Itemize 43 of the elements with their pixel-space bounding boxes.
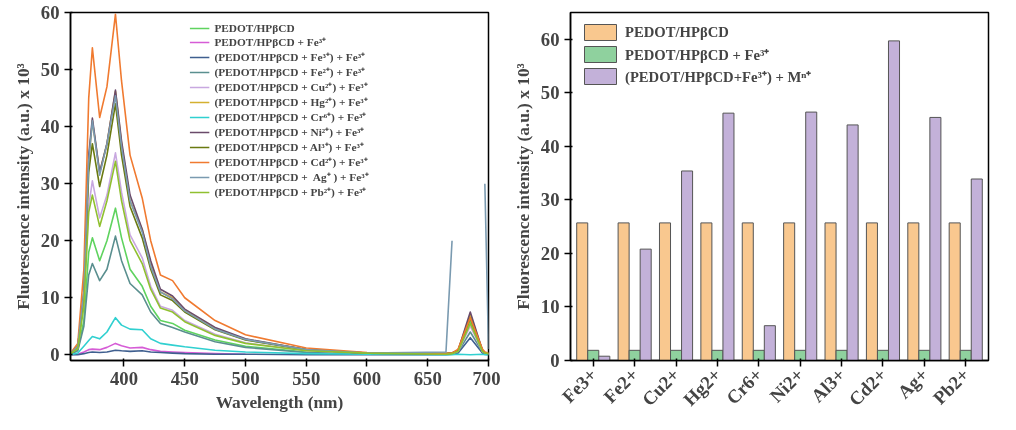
legend-label: (PEDOT/HPβCD + Cu²⁺) + Fe³⁺ (214, 80, 368, 94)
y-tick-label: 0 (550, 350, 560, 371)
legend-label: PEDOT/HPβCD + Fe³⁺ (214, 35, 327, 49)
x-tick-label: 400 (109, 367, 138, 389)
legend-label: (PEDOT/HPβCD + Ni²⁺) + Fe³⁺ (214, 125, 365, 139)
y-tick-label: 60 (540, 28, 560, 50)
y-tick-label: 40 (40, 116, 60, 138)
legend-label: (PEDOT/HPβCD + Pb²⁺) + Fe³⁺ (214, 185, 367, 199)
x-tick-label: 450 (170, 367, 199, 389)
x-tick-label: 550 (292, 367, 321, 389)
y-tick-label: 0 (50, 344, 60, 366)
y-tick-label: 20 (40, 230, 60, 252)
legend-label: (PEDOT/HPβCD + Ag⁺ ) + Fe³⁺ (214, 170, 369, 184)
y-tick-label: 30 (540, 189, 560, 211)
y-axis-title: Fluorescence intensity (a.u.) x 10³ (513, 63, 533, 310)
y-tick-label: 20 (540, 242, 560, 264)
x-tick-label: Ag+ (893, 364, 932, 403)
x-axis-title: Wavelength (nm) (215, 392, 344, 412)
x-tick-label: 700 (472, 367, 501, 389)
y-tick-label: 50 (40, 59, 60, 81)
y-tick-label: 10 (40, 287, 60, 309)
legend-label: PEDOT/HPβCD (625, 22, 729, 42)
x-tick-label: Ni2+ (765, 364, 808, 407)
legend-label: (PEDOT/HPβCD + Cd²⁺) + Fe³⁺ (214, 155, 368, 169)
legend-label: (PEDOT/HPβCD+Fe³⁺) + Mⁿ⁺ (625, 68, 812, 86)
y-tick-label: 30 (40, 173, 60, 195)
y-tick-label: 40 (540, 135, 560, 157)
x-tick-label: Al3+ (806, 364, 850, 407)
legend-label: (PEDOT/HPβCD + Hg²⁺) + Fe³⁺ (214, 95, 368, 109)
x-tick-label: 600 (353, 367, 381, 389)
y-tick-label: 10 (540, 296, 560, 318)
legend-label: PEDOT/HPβCD + Fe³⁺ (625, 46, 770, 64)
x-tick-label: 650 (413, 367, 442, 389)
legend-label: PEDOT/HPβCD (214, 22, 295, 34)
y-tick-label: 50 (540, 82, 560, 104)
legend-label: (PEDOT/HPβCD + Fe²⁺) + Fe³⁺ (214, 65, 366, 79)
y-axis-title: Fluorescence intensity (a.u.) x 10³ (13, 63, 33, 310)
x-tick-label: 500 (231, 367, 260, 389)
legend-label: (PEDOT/HPβCD + Al³⁺) + Fe³⁺ (214, 140, 364, 154)
y-tick-label: 60 (40, 2, 60, 23)
legend-label: (PEDOT/HPβCD + Cr⁶⁺) + Fe³⁺ (214, 110, 367, 124)
legend-label: (PEDOT/HPβCD + Fe³⁺) + Fe³⁺ (214, 50, 366, 64)
x-tick-label: Cr6+ (721, 364, 767, 409)
